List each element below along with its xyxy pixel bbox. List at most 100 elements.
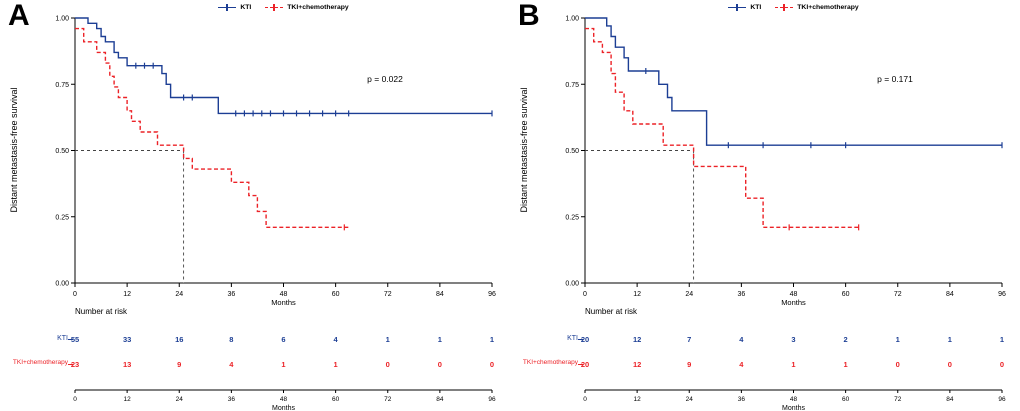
legend: KTI TKI+chemotherapy [585, 4, 1002, 11]
risk-count: 4 [229, 360, 234, 369]
legend-label-tki-chemo: TKI+chemotherapy [287, 4, 349, 11]
risk-count: 33 [123, 335, 131, 344]
axis-tick-label: 72 [894, 291, 902, 298]
axis-tick-label: 0.25 [565, 214, 579, 221]
risk-count: 0 [490, 360, 494, 369]
risk-count: 4 [739, 360, 744, 369]
axis-tick-label: 0.50 [55, 148, 69, 155]
risk-count: 0 [1000, 360, 1004, 369]
panel-letter: A [8, 0, 30, 32]
risk-count: 20 [581, 360, 589, 369]
axis-tick-label: 84 [946, 396, 954, 403]
risk-count: 23 [71, 360, 79, 369]
axis-tick-label: 60 [332, 396, 340, 403]
axis-tick-label: 12 [124, 396, 132, 403]
axis-tick-label: 72 [384, 291, 392, 298]
axis-tick-label: 0 [583, 396, 587, 403]
x-axis-title: Months [272, 405, 295, 411]
risk-count: 9 [687, 360, 691, 369]
axis-tick-label: 24 [685, 291, 693, 298]
axis-tick-label: 48 [790, 396, 798, 403]
panel-B: B KTI TKI+chemotherapy Distant metastasi… [510, 0, 1020, 411]
x-axis-title: Months [782, 405, 805, 411]
risk-count: 13 [123, 360, 131, 369]
risk-count: 4 [334, 335, 339, 344]
kti-line-swatch [218, 4, 237, 11]
risk-count: 6 [281, 335, 285, 344]
kti-line-swatch [728, 4, 747, 11]
legend-item-kti: KTI [218, 4, 251, 11]
axis-tick-label: 84 [946, 291, 954, 298]
legend-label-tki-chemo: TKI+chemotherapy [797, 4, 859, 11]
risk-count: 1 [281, 360, 285, 369]
axis-tick-label: 60 [842, 396, 850, 403]
risk-count: 55 [71, 335, 79, 344]
axis-tick-label: 96 [488, 396, 496, 403]
risk-count: 0 [896, 360, 900, 369]
risk-count: 0 [948, 360, 952, 369]
axis-tick-label: 1.00 [55, 16, 69, 23]
risk-row-label-kti: KTI [567, 335, 578, 342]
axis-tick-label: 36 [737, 291, 745, 298]
risk-row-label-kti: KTI [57, 335, 68, 342]
x-axis-title: Months [271, 298, 296, 307]
risk-table-title: Number at risk [585, 307, 638, 316]
tki-chemo-line-swatch [775, 4, 794, 11]
axis-tick-label: 0 [583, 291, 587, 298]
axis-tick-label: 84 [436, 291, 444, 298]
risk-count: 16 [175, 335, 183, 344]
risk-count: 0 [386, 360, 390, 369]
risk-count: 1 [438, 335, 442, 344]
legend-label-kti: KTI [240, 4, 252, 11]
axis-tick-label: 24 [686, 396, 694, 403]
risk-count: 7 [687, 335, 691, 344]
legend: KTI TKI+chemotherapy [75, 4, 492, 11]
y-axis-title: Distant metastasis-free survival [9, 87, 19, 213]
risk-row-label-tki-chemo: TKI+chemotherapy [12, 359, 68, 366]
p-value: p = 0.171 [877, 74, 913, 84]
axis-tick-label: 36 [228, 396, 236, 403]
axis-tick-label: 12 [123, 291, 131, 298]
risk-count: 1 [948, 335, 952, 344]
risk-count: 1 [386, 335, 390, 344]
risk-row-label-tki-chemo: TKI+chemotherapy [522, 359, 578, 366]
tki-chemo-line-swatch [265, 4, 284, 11]
panel-A: A KTI TKI+chemotherapy Distant metastasi… [8, 0, 496, 411]
axis-tick-label: 60 [842, 291, 850, 298]
axis-tick-label: 60 [332, 291, 340, 298]
legend-item-tki-chemo: TKI+chemotherapy [265, 4, 349, 11]
risk-count: 3 [791, 335, 795, 344]
axis-tick-label: 0.75 [565, 82, 579, 89]
axis-tick-label: 84 [436, 396, 444, 403]
legend-item-tki-chemo: TKI+chemotherapy [775, 4, 859, 11]
axis-tick-label: 96 [488, 291, 496, 298]
risk-count: 4 [739, 335, 744, 344]
axis-tick-label: 0.00 [565, 281, 579, 288]
risk-count: 9 [177, 360, 181, 369]
risk-count: 1 [896, 335, 900, 344]
axis-tick-label: 0.25 [55, 214, 69, 221]
axis-tick-label: 36 [738, 396, 746, 403]
axis-tick-label: 12 [633, 291, 641, 298]
risk-count: 8 [229, 335, 233, 344]
risk-count: 12 [633, 360, 641, 369]
risk-table-title: Number at risk [75, 307, 128, 316]
legend-item-kti: KTI [728, 4, 761, 11]
legend-label-kti: KTI [750, 4, 762, 11]
axis-tick-label: 12 [634, 396, 642, 403]
axis-tick-label: 0 [73, 291, 77, 298]
axis-tick-label: 0 [73, 396, 77, 403]
km-curve-kti [75, 17, 492, 115]
axis-tick-label: 72 [894, 396, 902, 403]
axis-tick-label: 48 [790, 291, 798, 298]
risk-count: 0 [438, 360, 442, 369]
axis-tick-label: 36 [227, 291, 235, 298]
risk-count: 12 [633, 335, 641, 344]
risk-count: 20 [581, 335, 589, 344]
x-axis-title: Months [781, 298, 806, 307]
axis-tick-label: 96 [998, 396, 1006, 403]
km-curve-kti [585, 17, 1002, 146]
axis-tick-label: 72 [384, 396, 392, 403]
km-curve-tki-chemo [75, 27, 349, 228]
